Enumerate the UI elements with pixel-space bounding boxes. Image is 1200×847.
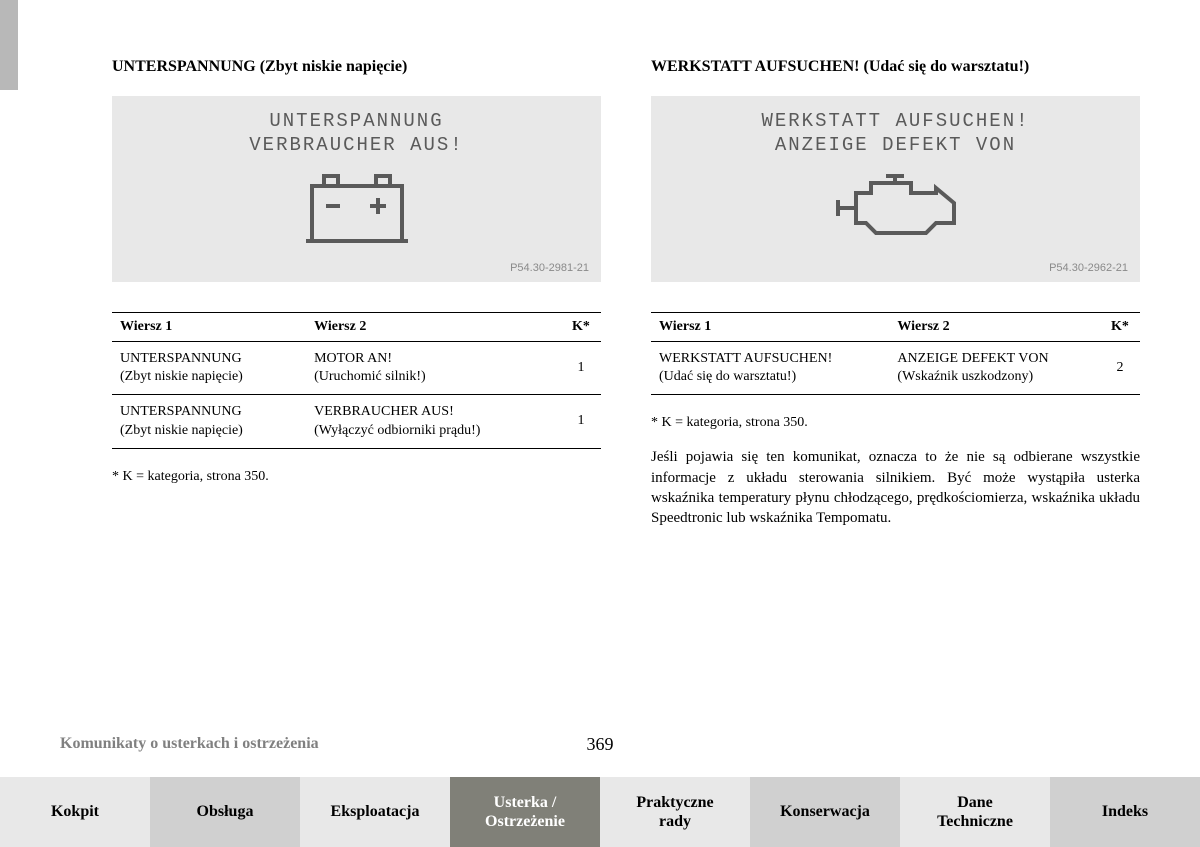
cell-text: ANZEIGE DEFEKT VON: [897, 351, 1048, 366]
footer-meta: Komunikaty o usterkach i ostrzeżenia 369: [0, 735, 1200, 753]
cell-subtext: (Wyłączyć odbiorniki prądu!): [314, 422, 553, 440]
panel-code: P54.30-2981-21: [510, 262, 589, 274]
tab-label: Indeks: [1102, 802, 1148, 821]
tab-label: Usterka / Ostrzeżenie: [485, 793, 565, 831]
tab-label: Kokpit: [51, 802, 99, 821]
page-number: 369: [587, 734, 614, 755]
side-tab: [0, 0, 18, 90]
cell-subtext: (Wskaźnik uszkodzony): [897, 368, 1092, 386]
display-text: WERKSTATT AUFSUCHEN! ANZEIGE DEFEKT VON: [761, 110, 1029, 158]
th-col2: Wiersz 2: [889, 313, 1100, 342]
tab-konserwacja[interactable]: Konserwacja: [750, 777, 900, 847]
cell-text: VERBRAUCHER AUS!: [314, 404, 454, 419]
section-heading: UNTERSPANNUNG (Zbyt niskie napięcie): [112, 58, 601, 76]
section-heading: WERKSTATT AUFSUCHEN! (Udać się do warszt…: [651, 58, 1140, 76]
tab-dane[interactable]: Dane Techniczne: [900, 777, 1050, 847]
cell-text: MOTOR AN!: [314, 351, 392, 366]
cell-subtext: (Uruchomić silnik!): [314, 368, 553, 386]
display-line1: WERKSTATT AUFSUCHEN!: [761, 110, 1029, 132]
th-col3: K*: [1100, 313, 1140, 342]
page-content: UNTERSPANNUNG (Zbyt niskie napięcie) UNT…: [0, 0, 1200, 528]
tab-praktyczne[interactable]: Praktyczne rady: [600, 777, 750, 847]
cell-text: WERKSTATT AUFSUCHEN!: [659, 351, 832, 366]
engine-icon: [826, 168, 966, 253]
body-paragraph: Jeśli pojawia się ten komunikat, oznacza…: [651, 447, 1140, 528]
tab-label: Dane Techniczne: [937, 793, 1013, 831]
table-row: WERKSTATT AUFSUCHEN! (Udać się do warszta…: [651, 342, 1140, 395]
tab-indeks[interactable]: Indeks: [1050, 777, 1200, 847]
cell-k: 1: [561, 342, 601, 395]
display-line2: ANZEIGE DEFEKT VON: [775, 134, 1016, 156]
tab-label: Eksploatacja: [331, 802, 420, 821]
th-col1: Wiersz 1: [112, 313, 306, 342]
display-panel-left: UNTERSPANNUNG VERBRAUCHER AUS! P54: [112, 96, 601, 282]
panel-code: P54.30-2962-21: [1049, 262, 1128, 274]
tab-label: Konserwacja: [780, 802, 870, 821]
display-panel-right: WERKSTATT AUFSUCHEN! ANZEIGE DEFEKT VON …: [651, 96, 1140, 282]
th-col1: Wiersz 1: [651, 313, 889, 342]
cell-subtext: (Zbyt niskie napięcie): [120, 422, 298, 440]
tab-label: Praktyczne rady: [636, 793, 713, 831]
display-line2: VERBRAUCHER AUS!: [249, 134, 463, 156]
tab-kokpit[interactable]: Kokpit: [0, 777, 150, 847]
right-column: WERKSTATT AUFSUCHEN! (Udać się do warszt…: [651, 58, 1140, 528]
cell-k: 1: [561, 395, 601, 448]
cell-text: UNTERSPANNUNG: [120, 404, 242, 419]
display-text: UNTERSPANNUNG VERBRAUCHER AUS!: [249, 110, 463, 158]
left-column: UNTERSPANNUNG (Zbyt niskie napięcie) UNT…: [112, 58, 601, 528]
cell-text: UNTERSPANNUNG: [120, 351, 242, 366]
message-table-left: Wiersz 1 Wiersz 2 K* UNTERSPANNUNG (Zbyt …: [112, 312, 601, 449]
tab-label: Obsługa: [197, 802, 254, 821]
tab-usterka[interactable]: Usterka / Ostrzeżenie: [450, 777, 600, 847]
table-row: UNTERSPANNUNG (Zbyt niskie napięcie) VERB…: [112, 395, 601, 448]
tab-eksploatacja[interactable]: Eksploatacja: [300, 777, 450, 847]
th-col3: K*: [561, 313, 601, 342]
footnote: * K = kategoria, strona 350.: [651, 415, 1140, 431]
th-col2: Wiersz 2: [306, 313, 561, 342]
cell-subtext: (Zbyt niskie napięcie): [120, 368, 298, 386]
footer-title: Komunikaty o usterkach i ostrzeżenia: [60, 735, 319, 753]
message-table-right: Wiersz 1 Wiersz 2 K* WERKSTATT AUFSUCHEN…: [651, 312, 1140, 395]
cell-k: 2: [1100, 342, 1140, 395]
tab-obsluga[interactable]: Obsługa: [150, 777, 300, 847]
footnote: * K = kategoria, strona 350.: [112, 469, 601, 485]
cell-subtext: (Udać się do warsztatu!): [659, 368, 881, 386]
tab-bar: Kokpit Obsługa Eksploatacja Usterka / Os…: [0, 777, 1200, 847]
battery-icon: [302, 168, 412, 253]
display-line1: UNTERSPANNUNG: [269, 110, 443, 132]
table-row: UNTERSPANNUNG (Zbyt niskie napięcie) MOTO…: [112, 342, 601, 395]
